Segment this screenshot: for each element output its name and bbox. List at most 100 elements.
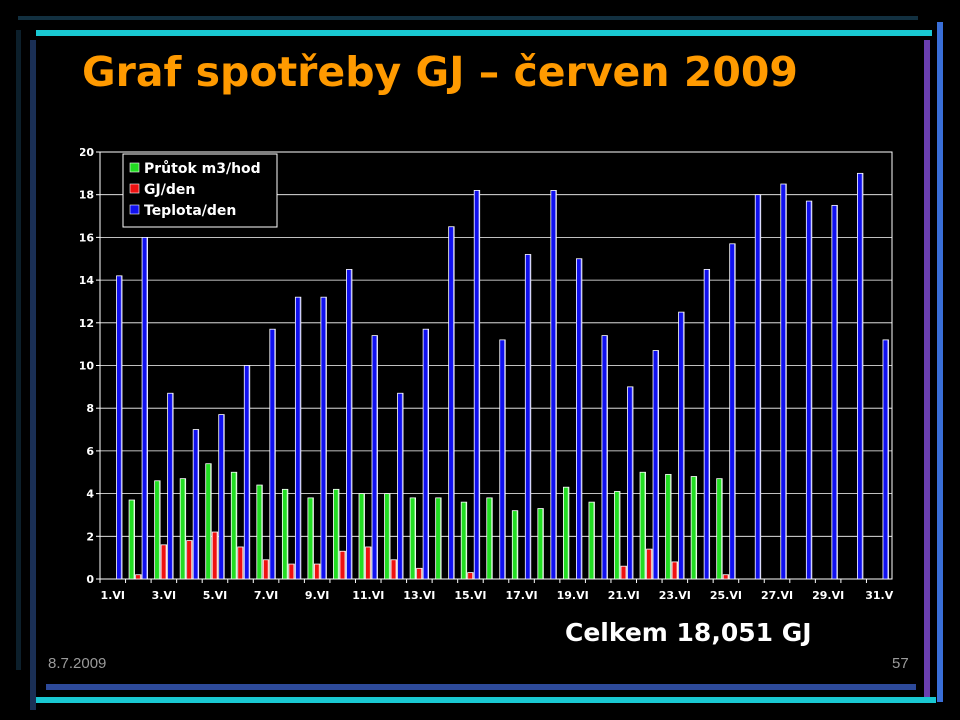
bar-teplota-den-27.VI	[780, 183, 787, 580]
bar-teplota-den-4.VI	[192, 429, 200, 580]
bar-teplota-den-30.VI	[857, 172, 864, 580]
y-tick-label: 8	[86, 402, 94, 415]
bar-teplota-den-29.VI	[831, 204, 838, 580]
y-tick-label: 10	[80, 360, 94, 373]
bar-gj-den-22.VI	[646, 548, 653, 580]
bottom-bar-blue	[46, 684, 916, 690]
bar-gj-den-6.VI	[237, 546, 244, 580]
bar-pr-tok-m3-hod-13.VI	[409, 497, 417, 580]
bar-pr-tok-m3-hod-11.VI	[358, 493, 365, 580]
bar-pr-tok-m3-hod-8.VI	[281, 488, 289, 580]
x-tick-label: 31.V	[865, 589, 893, 602]
x-tick-label: 5.VI	[203, 589, 227, 602]
bar-gj-den-21.VI	[620, 565, 627, 580]
bar-teplota-den-7.VI	[269, 328, 276, 580]
bar-teplota-den-19.VI	[575, 258, 583, 580]
bar-pr-tok-m3-hod-24.VI	[690, 476, 698, 580]
bar-teplota-den-14.VI	[448, 226, 455, 580]
bar-teplota-den-26.VI	[754, 194, 762, 580]
bar-pr-tok-m3-hod-3.VI	[154, 480, 161, 580]
y-tick-label: 0	[86, 573, 94, 586]
x-tick-label: 25.VI	[710, 589, 742, 602]
bottom-bar-cyan	[36, 697, 936, 703]
bar-pr-tok-m3-hod-2.VI	[128, 499, 135, 580]
bar-pr-tok-m3-hod-21.VI	[614, 491, 621, 580]
legend-swatch	[129, 204, 140, 215]
bar-pr-tok-m3-hod-5.VI	[205, 463, 212, 580]
x-tick-label: 21.VI	[608, 589, 640, 602]
x-tick-label: 3.VI	[152, 589, 176, 602]
right-vertical-bar-purple	[924, 40, 930, 700]
bar-gj-den-8.VI	[288, 563, 295, 580]
bar-gj-den-25.VI	[722, 574, 730, 580]
bar-gj-den-3.VI	[160, 544, 168, 580]
left-vertical-bar-dark	[16, 30, 21, 670]
bar-teplota-den-20.VI	[601, 335, 608, 580]
bar-teplota-den-12.VI	[397, 392, 404, 580]
y-tick-label: 18	[80, 189, 94, 202]
bar-teplota-den-3.VI	[167, 392, 174, 580]
slide-date: 8.7.2009	[48, 655, 107, 672]
bar-pr-tok-m3-hod-22.VI	[639, 471, 646, 580]
bar-gj-den-10.VI	[339, 550, 346, 580]
bar-teplota-den-10.VI	[346, 269, 353, 580]
legend-swatch	[129, 183, 140, 194]
bar-pr-tok-m3-hod-9.VI	[307, 497, 314, 580]
bar-teplota-den-1.VI	[116, 275, 123, 580]
x-tick-label: 11.VI	[352, 589, 384, 602]
bar-teplota-den-13.VI	[422, 328, 430, 580]
y-tick-label: 6	[86, 445, 94, 458]
x-tick-label: 29.VI	[812, 589, 844, 602]
bar-pr-tok-m3-hod-6.VI	[230, 471, 238, 580]
bar-pr-tok-m3-hod-10.VI	[333, 488, 340, 580]
bar-teplota-den-31.VI	[882, 339, 889, 580]
right-vertical-bar-blue	[937, 22, 943, 702]
y-tick-label: 16	[80, 231, 94, 244]
bar-gj-den-11.VI	[365, 546, 372, 580]
bar-teplota-den-11.VI	[371, 335, 378, 580]
bar-pr-tok-m3-hod-4.VI	[179, 478, 187, 580]
bar-teplota-den-17.VI	[524, 254, 532, 580]
y-tick-label: 12	[80, 317, 94, 330]
total-consumption-label: Celkem 18,051 GJ	[565, 618, 812, 647]
legend-label: GJ/den	[144, 182, 195, 198]
bar-gj-den-9.VI	[314, 563, 321, 580]
y-tick-label: 20	[80, 146, 94, 159]
bar-teplota-den-21.VI	[627, 386, 634, 580]
y-tick-label: 14	[80, 274, 94, 287]
bar-gj-den-2.VI	[135, 574, 142, 580]
top-bar-dark	[18, 16, 918, 20]
x-tick-label: 27.VI	[761, 589, 793, 602]
x-tick-label: 23.VI	[659, 589, 691, 602]
bar-pr-tok-m3-hod-12.VI	[384, 493, 391, 580]
legend-label: Průtok m3/hod	[144, 160, 261, 177]
x-tick-label: 15.VI	[454, 589, 486, 602]
bar-gj-den-5.VI	[211, 531, 219, 580]
x-tick-label: 1.VI	[101, 589, 125, 602]
bar-pr-tok-m3-hod-15.VI	[460, 501, 468, 580]
bar-pr-tok-m3-hod-18.VI	[537, 508, 544, 580]
bar-pr-tok-m3-hod-17.VI	[511, 510, 519, 580]
bar-pr-tok-m3-hod-16.VI	[486, 497, 493, 580]
bar-teplota-den-2.VI	[141, 237, 148, 580]
x-tick-label: 19.VI	[557, 589, 589, 602]
x-tick-label: 9.VI	[305, 589, 329, 602]
y-tick-label: 2	[86, 530, 94, 543]
left-vertical-bar-blue	[30, 40, 36, 710]
legend-swatch	[129, 162, 140, 173]
bar-teplota-den-24.VI	[703, 269, 711, 580]
bar-pr-tok-m3-hod-20.VI	[588, 501, 595, 580]
bar-teplota-den-18.VI	[550, 190, 557, 580]
bar-teplota-den-9.VI	[320, 296, 327, 580]
bar-gj-den-7.VI	[262, 559, 270, 580]
bar-gj-den-12.VI	[390, 559, 397, 580]
x-tick-label: 17.VI	[506, 589, 538, 602]
bar-pr-tok-m3-hod-23.VI	[665, 473, 672, 580]
bar-teplota-den-16.VI	[499, 339, 506, 580]
bar-gj-den-13.VI	[416, 567, 423, 580]
slide-title: Graf spotřeby GJ – červen 2009	[82, 48, 798, 96]
bar-pr-tok-m3-hod-7.VI	[256, 484, 263, 580]
bar-teplota-den-5.VI	[218, 414, 225, 580]
bar-teplota-den-22.VI	[652, 350, 659, 580]
x-tick-label: 7.VI	[254, 589, 278, 602]
